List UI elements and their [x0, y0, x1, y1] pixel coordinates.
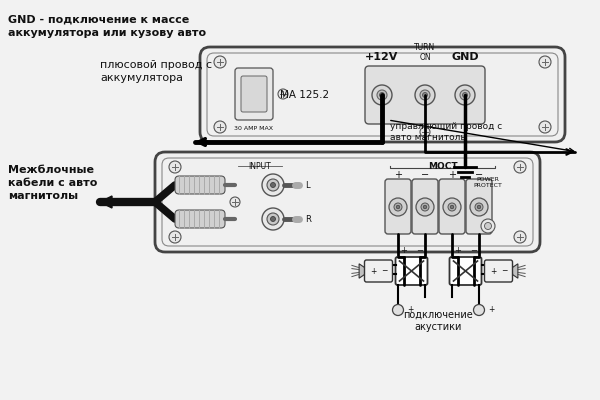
Circle shape: [450, 205, 454, 209]
Circle shape: [396, 205, 400, 209]
FancyBboxPatch shape: [207, 53, 558, 136]
Text: плюсовой провод с
аккумулятора: плюсовой провод с аккумулятора: [100, 60, 212, 83]
Circle shape: [271, 216, 275, 222]
Circle shape: [485, 222, 491, 230]
Circle shape: [420, 90, 430, 100]
Circle shape: [539, 121, 551, 133]
Polygon shape: [511, 264, 518, 278]
Text: Межблочные
кабели с авто
магнитолы: Межблочные кабели с авто магнитолы: [8, 165, 97, 202]
Text: −: −: [501, 266, 507, 276]
FancyBboxPatch shape: [175, 176, 225, 194]
Circle shape: [262, 208, 284, 230]
Circle shape: [169, 161, 181, 173]
Text: GND: GND: [451, 52, 479, 62]
Circle shape: [539, 56, 551, 68]
Circle shape: [169, 231, 181, 243]
Text: +12V: +12V: [365, 52, 398, 62]
Text: подключение
акустики: подключение акустики: [404, 310, 473, 332]
Circle shape: [415, 85, 435, 105]
FancyBboxPatch shape: [200, 47, 565, 142]
FancyBboxPatch shape: [365, 260, 392, 282]
Text: +: +: [400, 246, 407, 255]
Circle shape: [420, 127, 430, 137]
FancyBboxPatch shape: [235, 68, 273, 120]
Text: −: −: [381, 266, 387, 276]
Text: −: −: [416, 246, 423, 255]
Polygon shape: [359, 264, 365, 278]
FancyBboxPatch shape: [466, 179, 492, 234]
Text: L: L: [305, 180, 310, 190]
Text: TURN
ON: TURN ON: [415, 43, 436, 62]
Text: +: +: [490, 266, 496, 276]
Circle shape: [475, 203, 483, 211]
Circle shape: [470, 198, 488, 216]
Circle shape: [389, 198, 407, 216]
Circle shape: [267, 179, 279, 191]
Circle shape: [422, 92, 427, 98]
Circle shape: [423, 205, 427, 209]
Circle shape: [380, 92, 385, 98]
Circle shape: [455, 85, 475, 105]
Text: POWER
PROTECT: POWER PROTECT: [473, 177, 502, 188]
Circle shape: [214, 56, 226, 68]
Circle shape: [392, 304, 404, 316]
Text: −: −: [421, 170, 429, 180]
FancyBboxPatch shape: [162, 158, 533, 246]
Text: −: −: [475, 170, 483, 180]
Circle shape: [463, 92, 467, 98]
Text: +: +: [454, 246, 461, 255]
FancyBboxPatch shape: [485, 260, 512, 282]
Text: управляющий провод с
авто магнитолы: управляющий провод с авто магнитолы: [390, 122, 502, 142]
Circle shape: [477, 205, 481, 209]
Text: 30 AMP MAX: 30 AMP MAX: [235, 126, 274, 130]
Circle shape: [481, 219, 495, 233]
Text: INPUT: INPUT: [248, 162, 271, 171]
FancyBboxPatch shape: [449, 257, 482, 285]
FancyBboxPatch shape: [412, 179, 438, 234]
Text: R: R: [305, 214, 311, 224]
FancyBboxPatch shape: [175, 210, 225, 228]
Circle shape: [372, 85, 392, 105]
Text: −: −: [470, 246, 477, 255]
Polygon shape: [100, 196, 112, 208]
Circle shape: [421, 203, 429, 211]
Circle shape: [416, 198, 434, 216]
Circle shape: [271, 182, 275, 188]
Text: +: +: [407, 304, 413, 314]
FancyBboxPatch shape: [395, 257, 427, 285]
Circle shape: [267, 213, 279, 225]
Circle shape: [262, 174, 284, 196]
FancyBboxPatch shape: [365, 66, 485, 124]
FancyBboxPatch shape: [439, 179, 465, 234]
FancyBboxPatch shape: [241, 76, 267, 112]
Text: МОСТ: МОСТ: [428, 162, 457, 171]
Text: +: +: [448, 170, 456, 180]
Text: GND - подключение к массе
аккумулятора или кузову авто: GND - подключение к массе аккумулятора и…: [8, 15, 206, 38]
Circle shape: [514, 231, 526, 243]
Circle shape: [514, 161, 526, 173]
Text: +: +: [370, 266, 376, 276]
FancyBboxPatch shape: [155, 152, 540, 252]
Circle shape: [377, 90, 387, 100]
Circle shape: [448, 203, 456, 211]
FancyBboxPatch shape: [385, 179, 411, 234]
Circle shape: [460, 90, 470, 100]
Text: +: +: [394, 170, 402, 180]
Text: +: +: [488, 304, 494, 314]
Circle shape: [473, 304, 485, 316]
Circle shape: [394, 203, 402, 211]
Circle shape: [443, 198, 461, 216]
Text: МА 125.2: МА 125.2: [280, 90, 329, 100]
Circle shape: [278, 89, 288, 99]
Circle shape: [230, 197, 240, 207]
Circle shape: [214, 121, 226, 133]
